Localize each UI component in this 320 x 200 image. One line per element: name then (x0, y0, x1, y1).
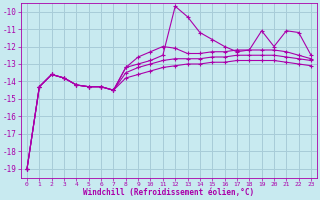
X-axis label: Windchill (Refroidissement éolien,°C): Windchill (Refroidissement éolien,°C) (84, 188, 255, 197)
